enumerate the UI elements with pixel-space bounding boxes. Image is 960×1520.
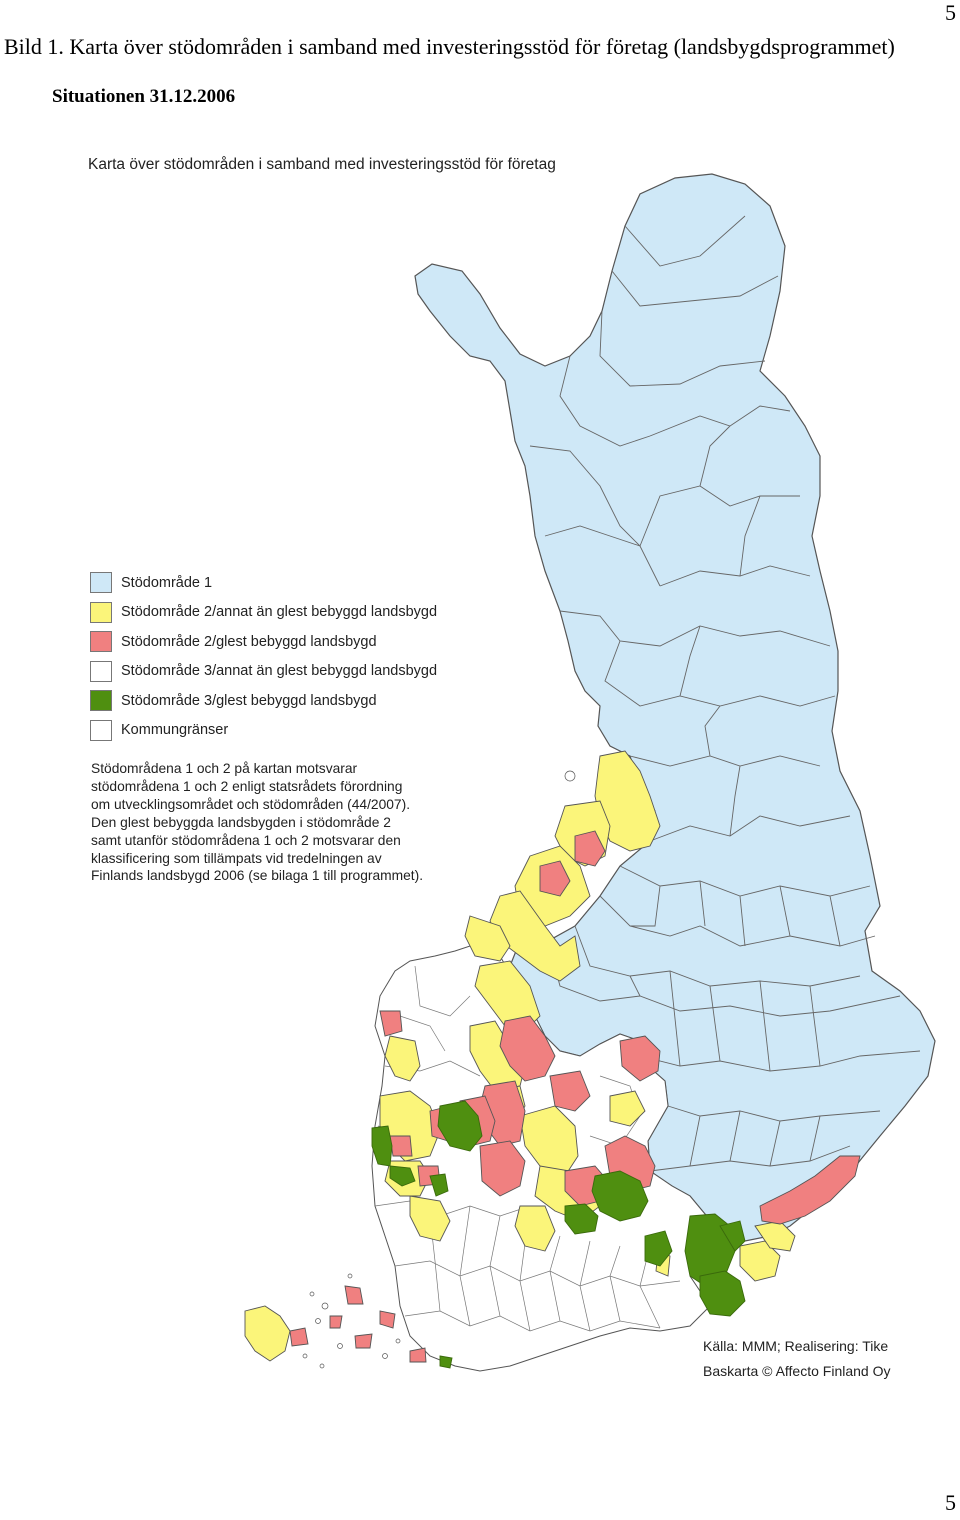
legend-label: Stödområde 3/annat än glest bebyggd land…	[121, 663, 438, 680]
legend-item-municipal-borders: Kommungränser	[90, 716, 437, 746]
legend-note-line: klassificering som tillämpats vid tredel…	[91, 850, 382, 866]
zone-3-sparse-areas	[371, 1100, 746, 1369]
source-line: Baskarta © Affecto Finland Oy	[703, 1363, 891, 1379]
figure-caption: Bild 1. Karta över stödområden i samband…	[4, 34, 895, 59]
legend-item-zone-3-other: Stödområde 3/annat än glest bebyggd land…	[90, 657, 437, 687]
legend-note: Stödområdena 1 och 2 på kartan motsvarar…	[91, 760, 471, 885]
legend-item-zone-2-other: Stödområde 2/annat än glest bebyggd land…	[90, 598, 437, 628]
legend-swatch-zone-2-sparse	[90, 631, 112, 653]
finland-support-areas-map	[244, 173, 936, 1372]
legend-note-line: stödområdena 1 och 2 enligt statsrådets …	[91, 778, 403, 794]
map-legend: Stödområde 1 Stödområde 2/annat än glest…	[90, 568, 437, 745]
zone-1-region	[414, 173, 936, 1242]
legend-swatch-municipal-borders	[90, 719, 112, 741]
legend-note-line: Finlands landsbygd 2006 (se bilaga 1 til…	[91, 868, 424, 884]
legend-swatch-zone-3-sparse	[90, 690, 112, 712]
legend-note-line: om utvecklingsområdet och stödområden (4…	[91, 796, 411, 812]
legend-label: Stödområde 1	[121, 574, 213, 591]
legend-swatch-zone-1	[90, 572, 112, 594]
source-line: Källa: MMM; Realisering: Tike	[703, 1338, 889, 1354]
legend-note-line: Stödområdena 1 och 2 på kartan motsvarar	[91, 761, 358, 776]
archipelago-islands	[302, 770, 576, 1369]
legend-item-zone-1: Stödområde 1	[90, 568, 437, 598]
legend-label: Kommungränser	[121, 722, 229, 739]
map-source: Källa: MMM; Realisering: Tike Baskarta ©…	[703, 1334, 890, 1384]
legend-swatch-zone-3-other	[90, 660, 112, 682]
map-title: Karta över stödområden i samband med inv…	[88, 156, 556, 173]
legend-label: Stödområde 3/glest bebyggd landsbygd	[121, 692, 377, 709]
legend-item-zone-3-sparse: Stödområde 3/glest bebyggd landsbygd	[90, 686, 437, 716]
legend-item-zone-2-sparse: Stödområde 2/glest bebyggd landsbygd	[90, 627, 437, 657]
legend-label: Stödområde 2/glest bebyggd landsbygd	[121, 633, 377, 650]
legend-swatch-zone-2-other	[90, 601, 112, 623]
page-number-top: 5	[945, 0, 956, 25]
legend-note-line: samt utanför stödområdena 1 och 2 motsva…	[91, 832, 401, 848]
legend-note-line: Den glest bebyggda landsbygden i stödomr…	[91, 814, 391, 830]
legend-label: Stödområde 2/annat än glest bebyggd land…	[121, 604, 438, 621]
map-situation-date: Situationen 31.12.2006	[52, 86, 236, 107]
map-figure: Situationen 31.12.2006 Karta över stödom…	[0, 66, 956, 1446]
page-number-bottom: 5	[945, 1490, 956, 1515]
zone-1-municipality-borders	[529, 215, 921, 1172]
